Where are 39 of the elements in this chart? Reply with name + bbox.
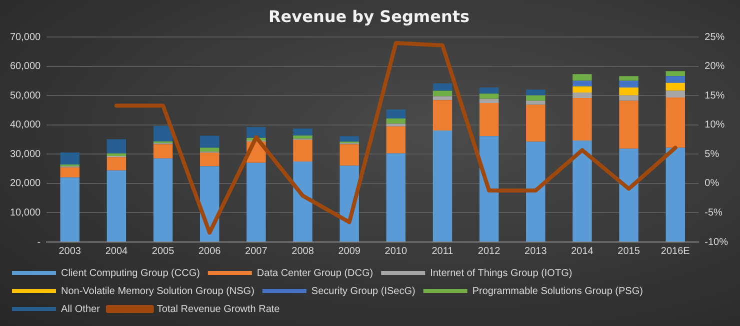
y2-tick-label: 0% <box>704 178 720 190</box>
y-tick-label: 10,000 <box>10 207 42 218</box>
y-tick-label: 40,000 <box>10 120 42 131</box>
x-tick-label: 2014 <box>571 246 594 257</box>
x-tick-label: 2016E <box>660 246 690 257</box>
y2-tick-label: 20% <box>704 61 725 72</box>
y2-tick-label: 25% <box>704 32 725 43</box>
x-tick-label: 2007 <box>245 246 268 257</box>
y2-tick-label: 10% <box>704 120 725 131</box>
y-tick-label: 70,000 <box>10 32 42 43</box>
x-tick-label: 2010 <box>384 246 408 257</box>
y-tick-label: - <box>37 236 41 248</box>
x-tick-label: 2003 <box>58 246 82 257</box>
x-tick-label: 2004 <box>105 246 128 257</box>
legend-label: Total Revenue Growth Rate <box>156 304 280 315</box>
y2-tick-label: -10% <box>704 236 728 248</box>
legend-label: Client Computing Group (CCG) <box>61 268 200 279</box>
x-tick-label: 2011 <box>432 246 454 257</box>
y2-tick-label: 15% <box>704 90 725 102</box>
y-tick-label: 20,000 <box>10 178 42 190</box>
legend-label: Programmable Solutions Group (PSG) <box>472 286 643 297</box>
x-tick-label: 2012 <box>478 246 501 257</box>
y-tick-label: 50,000 <box>10 90 42 102</box>
x-tick-label: 2005 <box>152 246 175 257</box>
x-tick-label: 2009 <box>338 246 361 257</box>
legend-label: All Other <box>61 304 101 315</box>
y2-tick-label: 5% <box>704 148 720 160</box>
legend-label: Security Group (ISecG) <box>311 286 416 297</box>
y2-tick-label: -5% <box>704 207 723 218</box>
x-tick-label: 2008 <box>292 246 314 257</box>
legend-label: Internet of Things Group (IOTG) <box>430 268 572 279</box>
x-tick-label: 2013 <box>524 246 548 257</box>
x-tick-label: 2006 <box>198 246 222 257</box>
x-tick-label: 2015 <box>618 246 640 257</box>
legend-label: Non-Volatile Memory Solution Group (NSG) <box>61 286 254 297</box>
y-tick-label: 60,000 <box>10 61 42 72</box>
y-tick-label: 30,000 <box>10 148 42 160</box>
legend-label: Data Center Group (DCG) <box>256 268 374 279</box>
chart-title: Revenue by Segments <box>268 6 470 26</box>
